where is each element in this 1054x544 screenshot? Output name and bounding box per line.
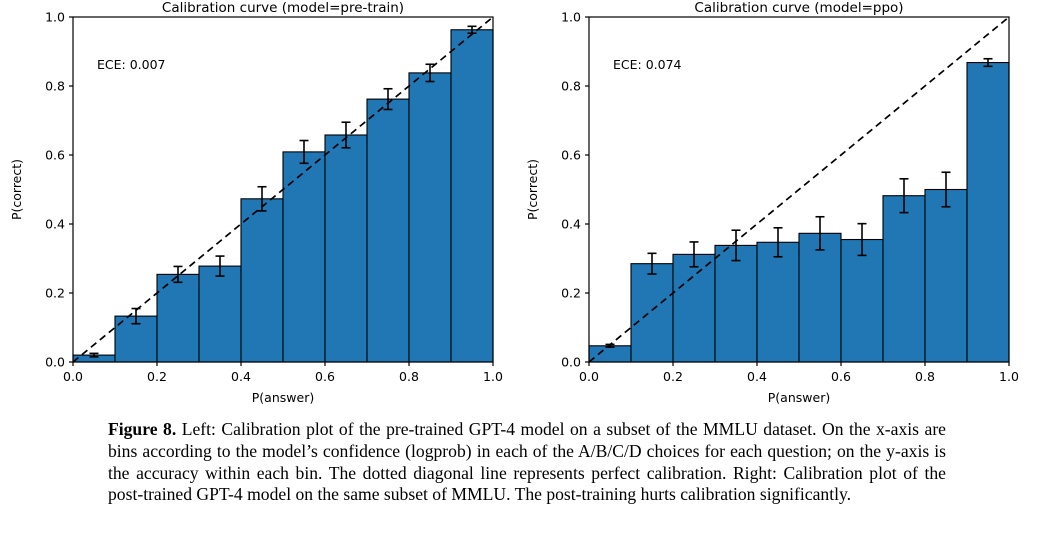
y-axis-label: P(correct)	[527, 159, 540, 220]
histogram-bar	[756, 241, 800, 363]
figure-caption-text: Left: Calibration plot of the pre-traine…	[108, 419, 946, 505]
x-tick-label: 0.8	[399, 369, 419, 384]
histogram-bar	[630, 263, 674, 363]
histogram-bar	[924, 188, 968, 363]
histogram-bar	[198, 265, 242, 363]
y-tick-label: 0.6	[561, 147, 581, 162]
chart-title: Calibration curve (model=pre-train)	[162, 0, 404, 16]
x-tick-label: 0.2	[663, 369, 683, 384]
x-axis-label: P(answer)	[768, 390, 830, 405]
y-tick-label: 0.0	[561, 354, 581, 369]
x-axis-label: P(answer)	[252, 390, 314, 405]
histogram-bar	[882, 195, 926, 363]
x-tick-label: 0.6	[315, 369, 335, 384]
ece-annotation: ECE: 0.007	[97, 57, 166, 72]
x-tick-label: 0.4	[231, 369, 251, 384]
histogram-bar	[408, 72, 452, 363]
figure-caption: Figure 8. Left: Calibration plot of the …	[108, 419, 946, 506]
y-tick-label: 0.2	[45, 285, 65, 300]
histogram-bar	[672, 253, 716, 363]
x-tick-label: 0.2	[147, 369, 167, 384]
ece-annotation: ECE: 0.074	[613, 57, 682, 72]
histogram-bar	[450, 29, 494, 363]
histogram-bar	[366, 98, 410, 363]
calibration-chart-ppo: 0.0 0.2 0.4 0.6 0.8 1.0 0.0 0.2 0.4 0.6 0.8 1.0 Cali…	[527, 0, 1019, 405]
y-axis-label: P(correct)	[9, 159, 24, 220]
x-tick-label: 0.0	[63, 369, 83, 384]
y-tick-label: 0.8	[561, 78, 581, 93]
histogram-bar	[588, 345, 632, 363]
x-tick-label: 0.6	[831, 369, 851, 384]
x-tick-label: 0.0	[579, 369, 599, 384]
x-tick-label: 0.8	[915, 369, 935, 384]
histogram-bar	[324, 134, 368, 363]
y-tick-label: 1.0	[561, 9, 581, 24]
plot-border	[588, 16, 1010, 363]
histogram-bar	[840, 238, 884, 363]
y-tick-label: 0.4	[561, 216, 581, 231]
y-tick-label: 0.4	[45, 216, 65, 231]
y-tick-label: 0.8	[45, 78, 65, 93]
perfect-calibration-line	[588, 16, 1010, 363]
perfect-calibration-line	[72, 16, 494, 363]
y-tick-label: 0.0	[45, 354, 65, 369]
y-tick-label: 0.2	[561, 285, 581, 300]
y-tick-label: 1.0	[45, 9, 65, 24]
x-tick-label: 1.0	[483, 369, 503, 384]
y-tick-label: 0.6	[45, 147, 65, 162]
chart-title: Calibration curve (model=ppo)	[694, 0, 903, 16]
histogram-bar	[798, 232, 842, 363]
x-tick-label: 1.0	[999, 369, 1019, 384]
charts-row: 0.0 0.2 0.4 0.6 0.8 1.0 0.0 0.2 0.4 0.6 0.8 1.0 Cali…	[9, 0, 1019, 405]
plot-border	[72, 16, 494, 363]
histogram-bar	[966, 61, 1010, 363]
histogram-bar	[240, 198, 284, 363]
histogram-bar	[714, 244, 758, 363]
figure-label: Figure 8.	[108, 419, 177, 439]
calibration-chart-pretrain: 0.0 0.2 0.4 0.6 0.8 1.0 0.0 0.2 0.4 0.6 0.8 1.0 Cali…	[9, 0, 503, 405]
x-tick-label: 0.4	[747, 369, 767, 384]
